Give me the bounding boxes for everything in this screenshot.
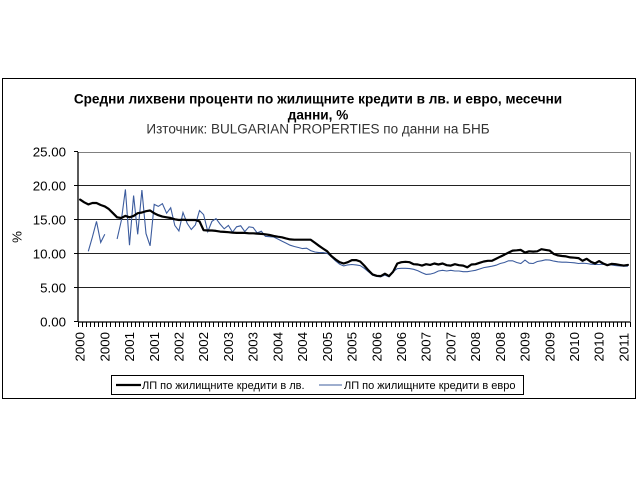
svg-text:ЛП по жилищните кредити в евро: ЛП по жилищните кредити в евро [344,380,515,392]
svg-text:2010: 2010 [592,332,607,362]
svg-text:2007: 2007 [419,332,434,362]
svg-text:0.00: 0.00 [40,315,66,330]
svg-text:2003: 2003 [221,332,236,362]
svg-text:Източник: BULGARIAN PROPERTIES: Източник: BULGARIAN PROPERTIES по данни … [146,122,489,137]
svg-text:2011: 2011 [616,333,631,362]
svg-text:2008: 2008 [493,332,508,362]
svg-text:2009: 2009 [542,332,557,362]
svg-text:2001: 2001 [147,332,162,362]
svg-text:Средни лихвени проценти по жил: Средни лихвени проценти по жилищните кре… [74,91,562,106]
svg-text:2000: 2000 [73,332,88,362]
svg-text:25.00: 25.00 [33,145,66,160]
svg-text:2004: 2004 [270,332,285,362]
svg-text:2002: 2002 [172,332,187,362]
svg-text:2003: 2003 [246,332,261,362]
svg-text:2005: 2005 [320,332,335,362]
svg-text:ЛП по жилищните кредити в лв.: ЛП по жилищните кредити в лв. [142,380,305,392]
svg-text:2010: 2010 [567,332,582,362]
svg-text:20.00: 20.00 [33,179,66,194]
svg-text:2001: 2001 [122,332,137,362]
svg-text:2006: 2006 [394,332,409,362]
svg-text:2005: 2005 [345,332,360,362]
svg-text:5.00: 5.00 [40,281,66,296]
svg-text:2006: 2006 [369,332,384,362]
svg-text:2009: 2009 [518,332,533,362]
svg-text:2008: 2008 [468,332,483,362]
svg-text:данни, %: данни, % [288,108,349,123]
svg-text:15.00: 15.00 [33,213,66,228]
svg-text:2007: 2007 [443,332,458,362]
svg-text:2002: 2002 [196,332,211,362]
svg-text:2000: 2000 [97,332,112,362]
svg-text:10.00: 10.00 [33,247,66,262]
svg-text:2004: 2004 [295,332,310,362]
svg-text:%: % [10,231,25,243]
